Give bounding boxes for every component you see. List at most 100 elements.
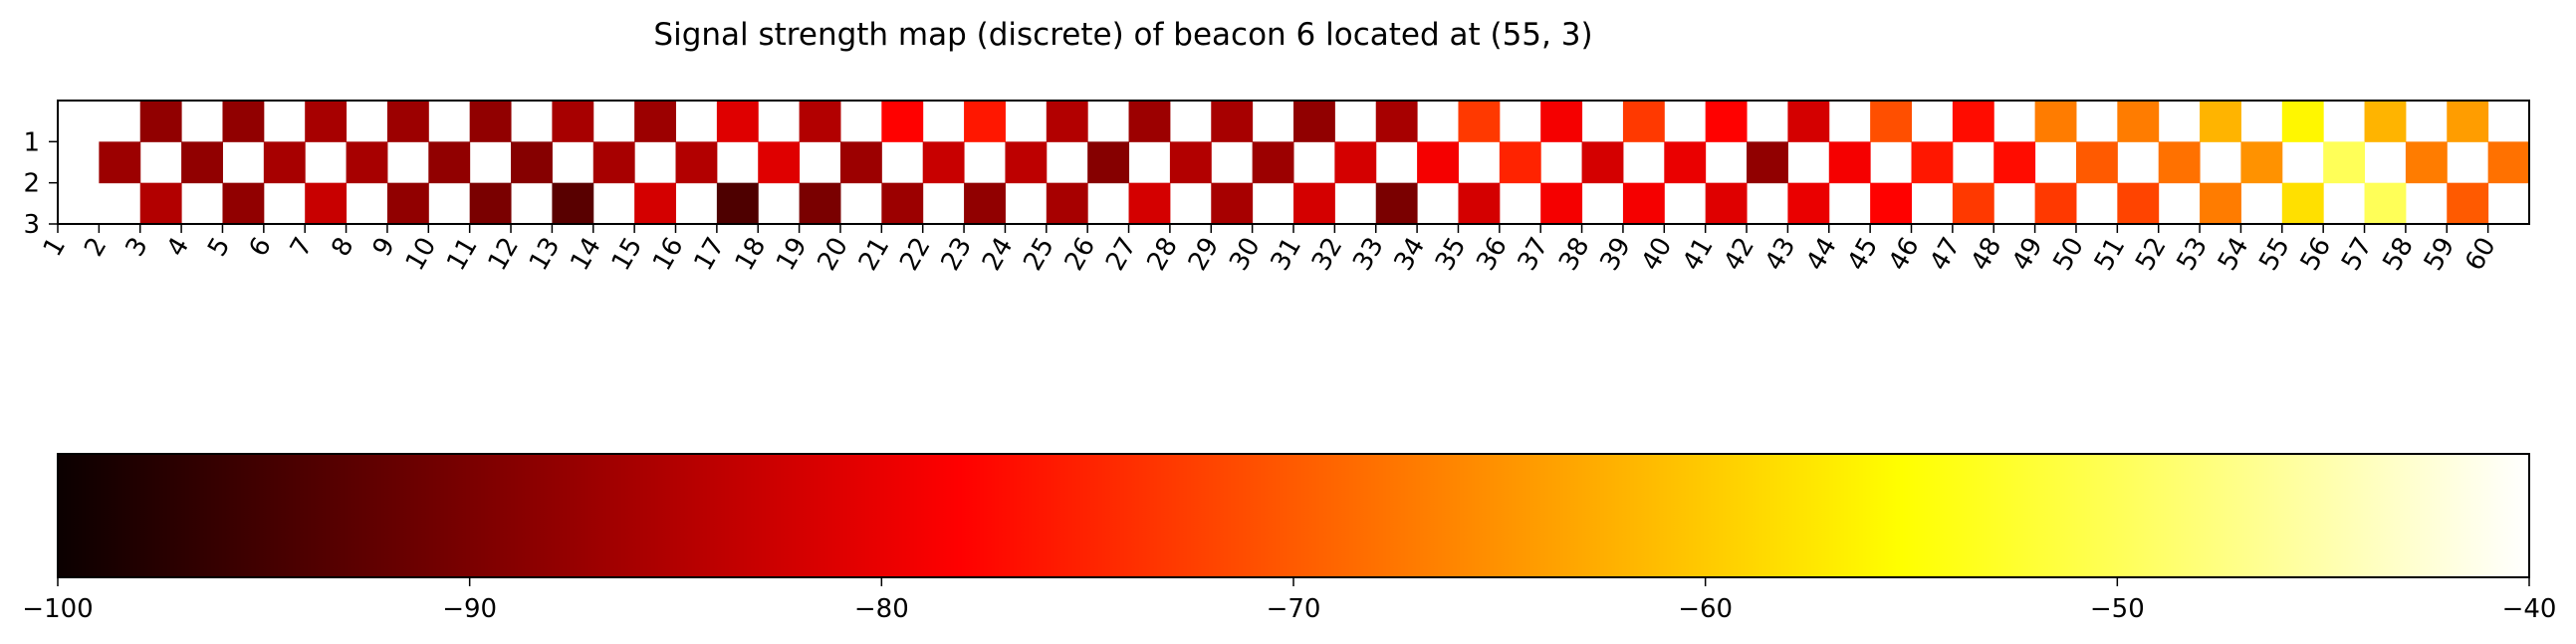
heatmap-cell <box>428 141 471 184</box>
x-tick-label: 58 <box>2377 233 2420 277</box>
heatmap-cell <box>1046 101 1088 142</box>
heatmap-cell <box>2240 141 2283 184</box>
heatmap-cell <box>1046 182 1088 225</box>
heatmap-cell <box>881 101 924 142</box>
x-tick-label: 36 <box>1471 233 1514 277</box>
colorbar-tick-label: −100 <box>22 594 93 624</box>
heatmap-cell <box>2200 101 2241 142</box>
colorbar-tick-label: −70 <box>1267 594 1321 624</box>
x-tick-label: 20 <box>813 233 855 277</box>
heatmap-cell <box>1870 101 1912 142</box>
heatmap-cell <box>2117 101 2160 142</box>
heatmap-cell <box>2158 141 2201 184</box>
heatmap-cell <box>1952 101 1994 142</box>
x-tick-label: 60 <box>2459 233 2502 277</box>
heatmap-cell <box>346 141 388 184</box>
x-tick-label: 22 <box>894 233 937 277</box>
heatmap-cell <box>758 141 801 184</box>
x-tick-label: 35 <box>1430 233 1473 277</box>
x-tick-label: 7 <box>285 233 319 262</box>
heatmap-cell <box>1828 141 1871 184</box>
x-tick-label: 57 <box>2336 233 2379 277</box>
heatmap-cell <box>511 141 553 184</box>
heatmap-cell <box>1128 101 1171 142</box>
heatmap-cell <box>181 141 223 184</box>
heatmap-cell <box>1993 141 2036 184</box>
heatmap-cell <box>1747 141 1788 184</box>
heatmap-cell <box>839 141 882 184</box>
heatmap-cell <box>1334 141 1377 184</box>
heatmap-cell <box>1128 182 1171 225</box>
heatmap-cell <box>469 101 512 142</box>
heatmap-cell <box>139 182 182 225</box>
heatmap-cell <box>1375 182 1418 225</box>
x-tick-label: 42 <box>1719 233 1761 277</box>
heatmap-cell <box>1252 141 1294 184</box>
heatmap-cell <box>799 182 841 225</box>
x-tick-label: 56 <box>2295 233 2338 277</box>
heatmap-cell <box>1705 101 1748 142</box>
x-tick-label: 1 <box>38 233 72 262</box>
heatmap-cells <box>99 101 2530 225</box>
heatmap-cell <box>305 182 348 225</box>
heatmap-cell <box>922 141 965 184</box>
heatmap-cell <box>1211 182 1254 225</box>
heatmap-cell <box>552 182 594 225</box>
x-axis-ticks: 1 2 3 4 5 6 7 8 91011121314151617181920212223242… <box>38 224 2502 276</box>
x-tick-label: 40 <box>1636 233 1679 277</box>
x-tick-label: 10 <box>400 233 443 277</box>
heatmap-cell <box>263 141 306 184</box>
x-tick-label: 23 <box>936 233 979 277</box>
heatmap-cell <box>386 101 429 142</box>
heatmap-cell <box>469 182 512 225</box>
heatmap-cell <box>1005 141 1048 184</box>
heatmap-cell <box>1622 182 1665 225</box>
heatmap-cell <box>1911 141 1954 184</box>
colorbar-tick-label: −60 <box>1678 594 1733 624</box>
heatmap-cell <box>964 182 1006 225</box>
x-tick-label: 5 <box>202 233 236 262</box>
heatmap-cell <box>1622 101 1665 142</box>
heatmap-cell <box>139 101 182 142</box>
colorbar-tick-label: −40 <box>2502 594 2557 624</box>
y-tick-label: 3 <box>23 210 40 240</box>
heatmap-cell <box>222 101 265 142</box>
heatmap-cell <box>1458 101 1501 142</box>
heatmap-cell <box>1787 182 1830 225</box>
x-tick-label: 33 <box>1347 233 1390 277</box>
x-tick-label: 34 <box>1389 233 1432 277</box>
heatmap-cell <box>2447 182 2489 225</box>
x-tick-label: 37 <box>1513 233 1555 277</box>
colorbar-tick-label: −50 <box>2090 594 2145 624</box>
heatmap-cell <box>592 141 635 184</box>
x-tick-label: 12 <box>483 233 526 277</box>
x-tick-label: 31 <box>1266 233 1308 277</box>
x-tick-label: 25 <box>1018 233 1060 277</box>
x-tick-label: 51 <box>2089 233 2132 277</box>
heatmap-cell <box>1581 141 1624 184</box>
x-tick-label: 3 <box>120 233 154 262</box>
heatmap-cell <box>552 101 594 142</box>
x-tick-label: 39 <box>1594 233 1637 277</box>
x-tick-label: 38 <box>1553 233 1596 277</box>
heatmap-cell <box>716 182 759 225</box>
x-tick-label: 43 <box>1759 233 1802 277</box>
x-tick-label: 41 <box>1677 233 1720 277</box>
colorbar <box>57 453 2530 578</box>
heatmap-cell <box>2447 101 2489 142</box>
x-tick-label: 47 <box>1924 233 1967 277</box>
heatmap-cell <box>2323 141 2366 184</box>
heatmap-cell <box>305 101 348 142</box>
heatmap-cell <box>99 141 141 184</box>
heatmap-cell <box>1705 182 1748 225</box>
x-tick-label: 21 <box>853 233 896 277</box>
x-tick-label: 32 <box>1306 233 1349 277</box>
heatmap-cell <box>634 101 676 142</box>
x-tick-label: 27 <box>1100 233 1143 277</box>
heatmap-cell <box>1540 182 1583 225</box>
x-tick-label: 15 <box>606 233 649 277</box>
heatmap-cell <box>634 182 676 225</box>
heatmap-cell <box>1293 101 1335 142</box>
x-tick-label: 13 <box>524 233 567 277</box>
